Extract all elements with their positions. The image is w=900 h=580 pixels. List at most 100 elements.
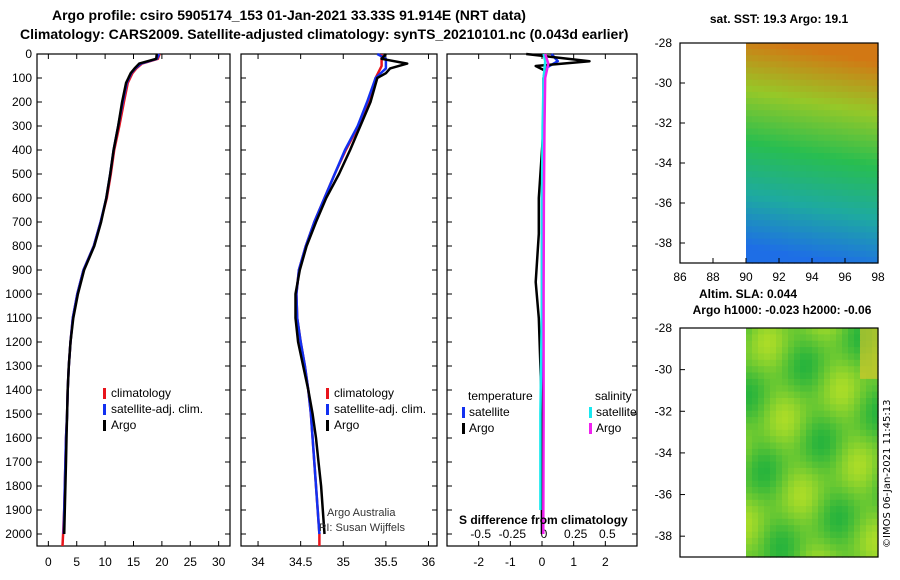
sst-map-cell (860, 140, 867, 148)
sst-map-cell (842, 226, 849, 233)
sst-map-cell (854, 183, 861, 191)
sst-map-cell (830, 250, 837, 258)
sla-map-cell (788, 512, 795, 520)
sla-map-cell (788, 340, 795, 348)
sst-map-cell (842, 98, 849, 105)
sla-map-cell (860, 429, 867, 437)
sla-map-cell (764, 334, 771, 342)
sst-map-cell (818, 256, 825, 264)
sla-map-cell (830, 385, 837, 393)
sst-map-cell (758, 250, 765, 258)
sst-map-cell (830, 104, 837, 111)
sla-map-cell (770, 499, 777, 507)
sst-map-cell (806, 183, 813, 191)
sst-map-cell (788, 159, 795, 166)
sst-map-cell (770, 238, 777, 246)
sla-map-cell (866, 359, 873, 367)
sst-map-cell (824, 91, 831, 99)
sla-map-cell (836, 493, 843, 501)
sst-map-cell (836, 201, 843, 209)
sst-map-cell (854, 49, 861, 56)
sla-map-cell (824, 512, 831, 520)
sst-map-cell (746, 159, 753, 166)
sla-map-cell (842, 398, 849, 405)
sst-map-cell (770, 110, 777, 117)
sla-map-cell (788, 366, 795, 374)
legend-swatch-1 (103, 404, 106, 415)
sla-map-cell (782, 417, 789, 425)
sst-map-cell (854, 73, 861, 81)
sla-map-cell (860, 455, 867, 463)
sla-map-cell (854, 347, 861, 355)
sst-map-cell (800, 134, 807, 142)
sst-map-cell (806, 140, 813, 148)
sst-map-cell (788, 189, 795, 197)
sst-map-cell (806, 67, 813, 75)
sst-map-cell (758, 67, 765, 75)
sla-map-cell (758, 461, 765, 469)
sst-map-cell (842, 177, 849, 185)
sla-map-cell (866, 518, 873, 526)
panel-0-frame (36, 53, 231, 547)
sst-map-cell (818, 67, 825, 75)
sla-map-cell (794, 518, 801, 526)
sla-map-ytick-label: -30 (655, 363, 673, 377)
sla-map-cell (860, 480, 867, 488)
sst-map-cell (806, 153, 813, 160)
sst-map-cell (818, 214, 825, 221)
sla-map-cell (854, 359, 861, 367)
sla-map-cell (776, 474, 783, 482)
sla-map-ytick-label: -34 (655, 446, 673, 460)
sst-map-cell (818, 189, 825, 197)
sla-map-cell (752, 550, 759, 558)
sst-map-cell (812, 55, 819, 62)
sla-map-cell (752, 474, 759, 482)
sla-map-cell (764, 461, 771, 469)
sla-map-cell (800, 359, 807, 367)
sla-map-cell (788, 347, 795, 355)
sst-map-cell (764, 256, 771, 264)
sst-map-cell (776, 110, 783, 117)
sst-map-cell (788, 134, 795, 142)
sla-map-cell (860, 436, 867, 444)
sst-map-cell (812, 159, 819, 166)
sla-map-cell (836, 550, 843, 558)
sla-map-cell (830, 340, 837, 348)
sst-map-cell (842, 159, 849, 166)
sst-map-cell (812, 67, 819, 75)
sla-map-cell (776, 378, 783, 386)
sla-map-cell (854, 455, 861, 463)
sla-map-cell (770, 404, 777, 412)
sst-map-cell (764, 91, 771, 99)
sst-map-cell (842, 232, 849, 240)
sst-map-cell (764, 67, 771, 75)
sst-map-cell (770, 165, 777, 172)
sst-map-cell (788, 67, 795, 75)
sst-map-cell (830, 189, 837, 197)
sst-map-cell (782, 220, 789, 227)
sla-map-cell (752, 442, 759, 450)
sla-map-cell (872, 525, 879, 533)
sst-map-cell (782, 122, 789, 130)
sst-map-cell (794, 165, 801, 172)
sst-map-cell (818, 208, 825, 215)
sst-map-cell (860, 104, 867, 111)
depth-tick-label: 1300 (5, 359, 32, 373)
panel-1-xtick-label: 35.5 (374, 555, 398, 569)
sla-map-cell (800, 385, 807, 393)
sla-map-cell (866, 512, 873, 520)
sla-map-cell (776, 537, 783, 545)
sla-map-cell (812, 410, 819, 418)
sst-map-cell (782, 201, 789, 209)
sst-map-cell (782, 177, 789, 185)
sst-map-cell (770, 128, 777, 136)
sst-map-cell (764, 226, 771, 233)
sst-map-cell (776, 79, 783, 87)
sla-map-cell (836, 518, 843, 526)
sst-map-cell (842, 165, 849, 172)
sla-map-cell (770, 423, 777, 431)
sla-map-cell (788, 442, 795, 450)
sla-map-cell (800, 372, 807, 380)
series-line-argo (62, 53, 159, 535)
sla-map-cell (800, 398, 807, 405)
